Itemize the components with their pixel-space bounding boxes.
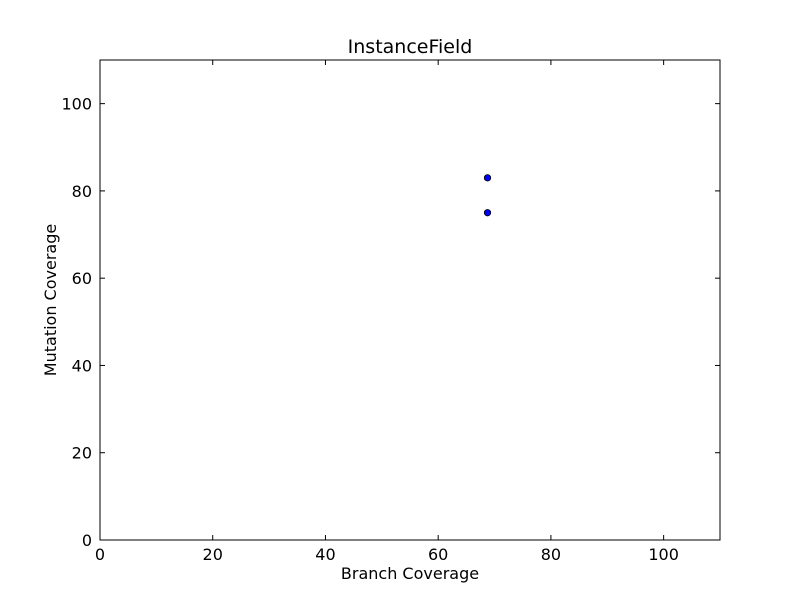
x-tick-label: 60	[428, 545, 448, 564]
chart-title: InstanceField	[348, 36, 473, 58]
x-tick-label: 0	[95, 545, 105, 564]
data-point	[483, 174, 492, 182]
y-tick-label: 60	[72, 269, 92, 288]
y-tick-label: 0	[82, 531, 92, 550]
y-tick-label: 80	[72, 182, 92, 201]
x-tick-label: 80	[541, 545, 561, 564]
y-tick-label: 20	[72, 444, 92, 463]
data-point	[483, 209, 492, 217]
data-points	[483, 174, 492, 217]
axes: 0 20 40 60 80 100 0 20 40 60 80 100	[61, 60, 720, 564]
x-axis-label: Branch Coverage	[341, 564, 479, 583]
x-tick-label: 40	[315, 545, 335, 564]
y-axis-label: Mutation Coverage	[41, 224, 60, 376]
plot-frame	[99, 59, 721, 541]
x-tick-label: 20	[203, 545, 223, 564]
x-tick-label: 100	[648, 545, 679, 564]
y-tick-label: 40	[72, 356, 92, 375]
y-tick-label: 100	[61, 95, 92, 114]
